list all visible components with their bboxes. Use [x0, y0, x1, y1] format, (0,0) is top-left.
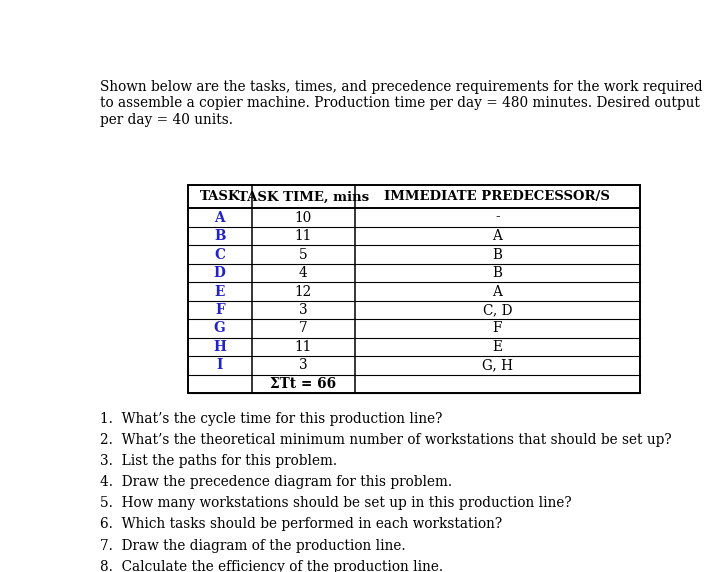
Text: 6.  Which tasks should be performed in each workstation?: 6. Which tasks should be performed in ea…	[100, 518, 502, 531]
Text: TASK: TASK	[199, 190, 240, 203]
Text: 7.  Draw the diagram of the production line.: 7. Draw the diagram of the production li…	[100, 539, 405, 553]
Text: ΣTt = 66: ΣTt = 66	[271, 377, 336, 391]
Text: B: B	[214, 229, 225, 243]
Text: IMMEDIATE PREDECESSOR/S: IMMEDIATE PREDECESSOR/S	[384, 190, 611, 203]
Text: G, H: G, H	[482, 359, 513, 372]
Text: F: F	[492, 321, 502, 336]
Text: 5.  How many workstations should be set up in this production line?: 5. How many workstations should be set u…	[100, 496, 572, 510]
Text: 11: 11	[294, 229, 312, 243]
Text: C, D: C, D	[482, 303, 512, 317]
Text: -: -	[495, 210, 500, 224]
Text: 4.  Draw the precedence diagram for this problem.: 4. Draw the precedence diagram for this …	[100, 475, 452, 489]
Text: A: A	[215, 210, 225, 224]
Text: 1.  What’s the cycle time for this production line?: 1. What’s the cycle time for this produc…	[100, 412, 442, 426]
Text: TASK TIME, mins: TASK TIME, mins	[238, 190, 369, 203]
Text: I: I	[217, 359, 223, 372]
Text: B: B	[492, 266, 503, 280]
Text: E: E	[492, 340, 503, 354]
Text: 10: 10	[294, 210, 312, 224]
Text: B: B	[492, 248, 503, 261]
Text: G: G	[214, 321, 225, 336]
Text: F: F	[215, 303, 225, 317]
Text: 3: 3	[299, 303, 307, 317]
Text: D: D	[214, 266, 225, 280]
Text: 3: 3	[299, 359, 307, 372]
Text: A: A	[492, 284, 503, 299]
Text: 5: 5	[299, 248, 307, 261]
Text: 7: 7	[299, 321, 307, 336]
Text: 12: 12	[294, 284, 312, 299]
Text: 11: 11	[294, 340, 312, 354]
Text: E: E	[215, 284, 225, 299]
Text: A: A	[492, 229, 503, 243]
Text: Shown below are the tasks, times, and precedence requirements for the work requi: Shown below are the tasks, times, and pr…	[100, 80, 703, 94]
Text: H: H	[213, 340, 226, 354]
Text: per day = 40 units.: per day = 40 units.	[100, 113, 233, 127]
Text: to assemble a copier machine. Production time per day = 480 minutes. Desired out: to assemble a copier machine. Production…	[100, 97, 700, 110]
Text: 8.  Calculate the efficiency of the production line.: 8. Calculate the efficiency of the produ…	[100, 560, 444, 572]
Text: C: C	[215, 248, 225, 261]
Text: 3.  List the paths for this problem.: 3. List the paths for this problem.	[100, 454, 337, 468]
Text: 4: 4	[299, 266, 308, 280]
Text: 2.  What’s the theoretical minimum number of workstations that should be set up?: 2. What’s the theoretical minimum number…	[100, 433, 672, 447]
